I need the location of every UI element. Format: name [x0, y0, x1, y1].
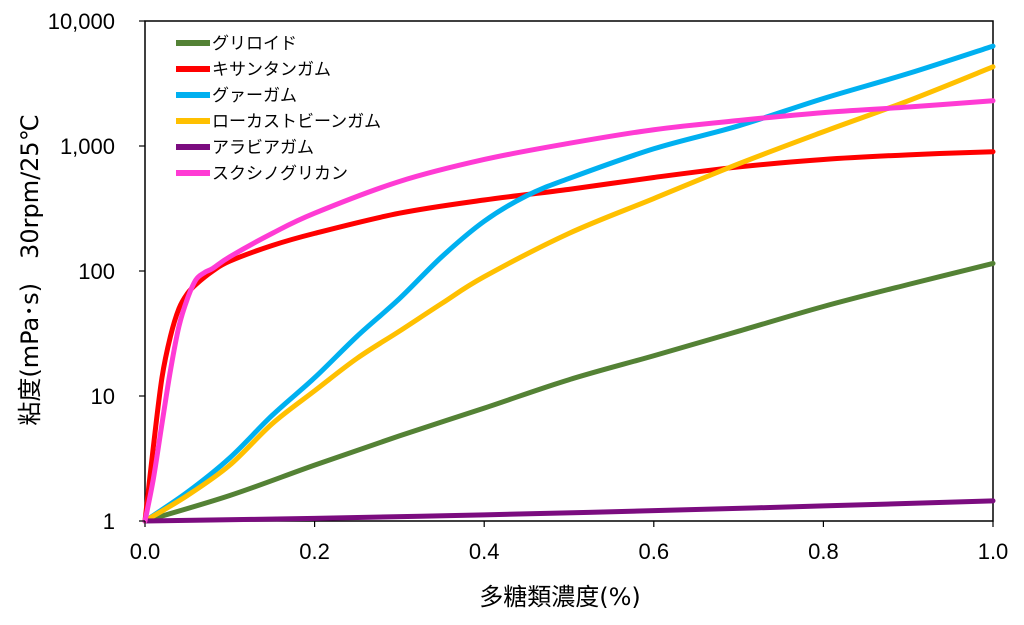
legend-label: グリロイド	[212, 34, 297, 54]
series-layer	[142, 43, 996, 524]
y-tick-label: 1,000	[60, 134, 115, 159]
legend-label: グァーガム	[212, 86, 297, 106]
x-tick-label: 0.4	[469, 539, 500, 564]
series-line-6	[142, 98, 996, 524]
legend-label: ローカストビーンガム	[212, 112, 381, 132]
legend-label: キサンタンガム	[212, 60, 331, 80]
y-tick-label: 1	[103, 509, 115, 534]
y-tick-label: 10,000	[48, 9, 115, 34]
x-tick-label: 1.0	[978, 539, 1009, 564]
legend: グリロイドキサンタンガムグァーガムローカストビーンガムアラビアガムスクシノグリカ…	[176, 34, 381, 184]
series-line-4	[142, 64, 996, 524]
x-tick-label: 0.8	[808, 539, 839, 564]
y-axis-title: 粘度(mPa･s) 30rpm/25℃	[16, 114, 44, 425]
legend-label: アラビアガム	[212, 138, 314, 158]
x-tick-label: 0.6	[639, 539, 670, 564]
x-tick-label: 0.2	[299, 539, 330, 564]
series-line-3	[142, 43, 996, 524]
x-axis-title: 多糖類濃度(%)	[479, 583, 641, 611]
legend-label: スクシノグリカン	[212, 164, 348, 184]
y-tick-label: 100	[78, 259, 115, 284]
y-tick-label: 10	[91, 384, 115, 409]
series-line-1	[142, 260, 996, 524]
x-tick-label: 0.0	[130, 539, 161, 564]
series-line-2	[142, 149, 996, 524]
series-line-5	[142, 498, 996, 524]
